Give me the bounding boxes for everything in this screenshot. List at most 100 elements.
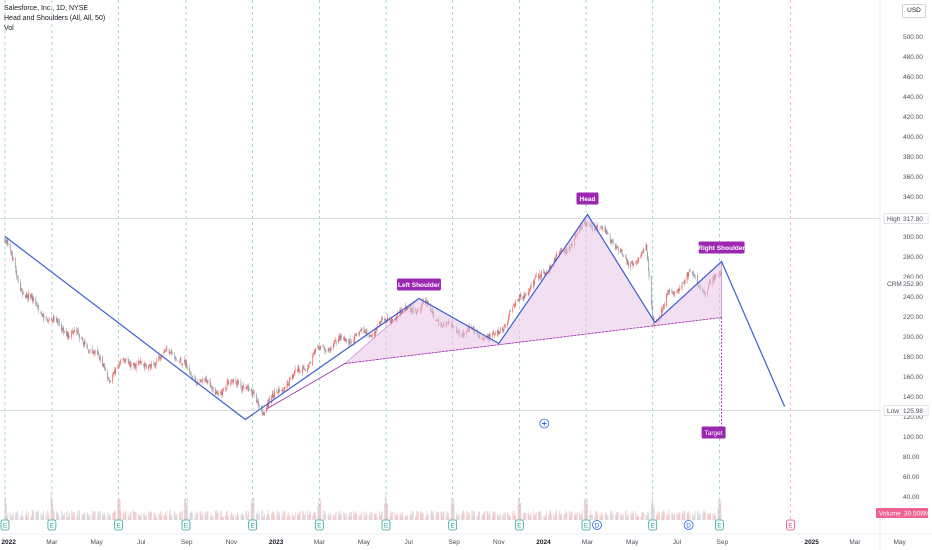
volume-bar	[381, 511, 382, 520]
volume-bar	[245, 511, 247, 520]
candle-body	[534, 279, 536, 284]
dividend-marker[interactable]: D	[592, 520, 602, 530]
volume-bar	[504, 512, 506, 520]
volume-bar	[140, 516, 141, 520]
candle-body	[647, 258, 649, 270]
price-axis[interactable]: 500.00 480.00 460.00 440.00 420.00 400.00 380.…	[876, 0, 929, 550]
candle-body	[349, 338, 351, 342]
candle-body	[138, 361, 140, 363]
volume-bar	[269, 516, 270, 520]
volume-bar	[369, 516, 371, 520]
candle-body	[88, 352, 90, 353]
pattern-label-target[interactable]: Target	[701, 426, 726, 439]
candle-body	[338, 338, 339, 343]
volume-bar	[313, 513, 314, 520]
volume-bar	[607, 516, 609, 520]
candle-body	[323, 346, 325, 347]
earnings-marker[interactable]: E	[248, 519, 258, 531]
earnings-marker[interactable]: E	[114, 519, 123, 531]
candle-body	[92, 352, 94, 354]
volume-bar	[81, 513, 83, 520]
candle-body	[600, 227, 602, 228]
candle-body	[149, 365, 151, 368]
volume-bar	[133, 512, 135, 520]
earnings-marker[interactable]: E	[381, 519, 391, 531]
volume-bar	[523, 512, 525, 520]
candle-body	[210, 385, 212, 387]
earnings-marker[interactable]: E	[181, 519, 191, 531]
volume-bar	[118, 497, 119, 520]
volume-bar	[52, 500, 53, 520]
volume-bar	[640, 516, 642, 520]
candle-body	[71, 330, 73, 338]
candle-body	[194, 377, 196, 379]
earnings-marker[interactable]: E	[581, 519, 591, 531]
earnings-marker[interactable]: E	[514, 519, 524, 531]
volume-bar	[252, 503, 254, 520]
candle-body	[51, 317, 53, 321]
price-tick-label: 260.00	[903, 274, 923, 281]
volume-bar	[6, 516, 8, 520]
volume-bar	[216, 513, 218, 520]
volume-bar	[443, 510, 445, 520]
candle-body	[335, 340, 336, 342]
earnings-marker[interactable]: E	[47, 519, 57, 531]
volume-bar	[681, 513, 683, 520]
pattern-label-head[interactable]: Head	[576, 192, 599, 205]
volume-legend[interactable]: Vol	[4, 25, 14, 32]
earnings-marker[interactable]: E	[0, 519, 10, 531]
candle-body	[612, 239, 613, 241]
time-axis[interactable]: 2022 Mar May Jul Sep Nov 2023 Mar May Jul Sep Nov 20…	[0, 533, 932, 546]
head-and-shoulders-pattern[interactable]: Left Shoulder Head Right Shoulder Target	[4, 192, 786, 439]
volume-bar	[320, 498, 322, 520]
earnings-marker[interactable]: E	[648, 519, 658, 531]
candle-body	[258, 405, 260, 407]
earnings-marker-text: E	[451, 523, 456, 530]
candle-body	[472, 327, 474, 328]
volume-bar	[361, 511, 363, 520]
candle-body	[597, 226, 599, 229]
earnings-marker[interactable]: E	[714, 519, 724, 531]
volume-bar	[647, 512, 648, 520]
earnings-marker[interactable]: E	[314, 519, 324, 531]
volume-bar	[508, 514, 509, 520]
candle-body	[387, 316, 388, 322]
add-marker-button[interactable]	[539, 418, 550, 429]
volume-bar	[132, 510, 134, 520]
pattern-label-text: Target	[705, 430, 723, 437]
candle-body	[250, 388, 252, 391]
earnings-marker[interactable]: E	[448, 519, 458, 531]
volume-bar	[343, 512, 344, 520]
candle-body	[168, 348, 170, 353]
pattern-label-right-shoulder[interactable]: Right Shoulder	[698, 241, 745, 254]
pattern-label-left-shoulder[interactable]: Left Shoulder	[396, 278, 441, 291]
volume-bar	[493, 512, 495, 520]
event-markers[interactable]: E E E E E E E E E E E E ED D	[0, 418, 795, 531]
dividend-marker[interactable]: D	[683, 520, 694, 530]
volume-bar	[51, 501, 53, 520]
volume-bar	[124, 512, 126, 520]
volume-bar	[299, 511, 300, 520]
candle-body	[305, 369, 306, 371]
indicator-legend[interactable]: Head and Shoulders (All, All, 50)	[4, 15, 106, 22]
volume-bar	[627, 516, 629, 520]
volume-bar	[305, 510, 306, 520]
volume-bar	[194, 516, 196, 520]
candle-body	[47, 320, 49, 322]
upcoming-earnings-marker[interactable]: E	[786, 519, 795, 531]
candle-body	[20, 281, 21, 290]
candle-body	[302, 367, 304, 368]
candle-body	[505, 324, 506, 327]
volume-bar	[127, 512, 129, 520]
currency-button[interactable]: USD	[902, 4, 926, 18]
candle-body	[681, 284, 683, 289]
volume-bar	[717, 507, 719, 520]
volume-bar	[243, 514, 245, 520]
volume-bar	[92, 515, 94, 520]
price-tick-label: 200.00	[903, 334, 923, 341]
candle-body	[612, 240, 614, 244]
candle-body	[237, 381, 239, 384]
volume-bar	[483, 511, 485, 520]
symbol-title[interactable]: Salesforce, Inc., 1D, NYSE	[4, 5, 89, 12]
